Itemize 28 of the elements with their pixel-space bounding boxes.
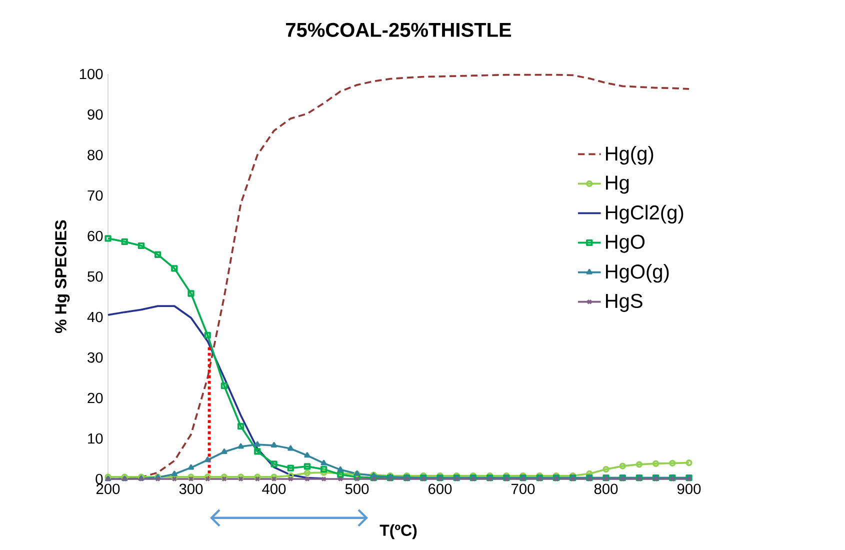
x-tick-label: 200 [96, 484, 120, 494]
legend-label: HgO [606, 234, 645, 253]
legend-label: HgCl2(g) [606, 204, 684, 224]
legend-label: Hg [606, 176, 629, 194]
x-tick-label: 300 [179, 484, 203, 494]
y-tick-label: 90 [88, 109, 103, 120]
x-tick-label: 900 [677, 484, 701, 494]
y-tick-label: 100 [80, 68, 103, 80]
x-tick-label: 800 [594, 484, 618, 494]
x-tick-label: 600 [428, 484, 452, 494]
y-axis-title: % Hg SPECIES [55, 220, 70, 334]
legend-label: HgS [606, 294, 642, 312]
chart-title: 75%COAL-25%THISTLE [286, 22, 512, 37]
y-tick-label: 70 [88, 190, 103, 201]
legend-label: Hg(g) [606, 146, 654, 165]
x-axis-title: T(ºC) [380, 524, 417, 540]
y-tick-label: 40 [87, 312, 103, 322]
legend-label: HgO(g) [606, 264, 669, 283]
y-tick-label: 50 [88, 271, 103, 282]
y-tick-label: 60 [88, 230, 103, 242]
x-tick-label: 500 [345, 484, 369, 494]
y-tick-label: 10 [88, 433, 103, 444]
y-tick-label: 80 [88, 150, 103, 160]
y-tick-label: 0 [96, 474, 103, 484]
y-tick-label: 20 [88, 392, 103, 404]
x-tick-label: 400 [262, 484, 286, 494]
x-tick-label: 700 [512, 484, 535, 494]
y-tick-label: 30 [88, 352, 103, 363]
